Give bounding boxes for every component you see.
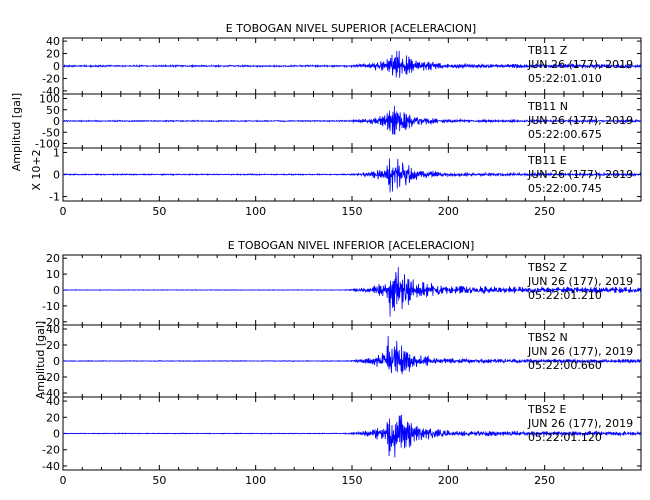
- panel-0-1-date-label: JUN 26 (177), 2019: [527, 114, 633, 127]
- panel-1-2-y-tick-label: -40: [42, 460, 60, 473]
- panel-1-0-y-tick-label: -10: [42, 300, 60, 313]
- panel-0-2-station-label: TB11 E: [527, 154, 567, 167]
- group-1-x-tick-label: 100: [245, 474, 266, 487]
- top-scale-label: X 10+2: [30, 149, 43, 190]
- panel-1-1-y-tick-label: 40: [46, 323, 60, 336]
- panel-1-2-time-label: 05:22:01.120: [528, 431, 602, 444]
- panel-0-0-waveform: [62, 50, 642, 78]
- panel-0-1-station-label: TB11 N: [527, 100, 568, 113]
- group-1-x-tick-label: 200: [438, 474, 459, 487]
- panel-0-1-time-label: 05:22:00.675: [528, 128, 602, 141]
- panel-0-1-y-tick-label: -100: [35, 138, 60, 151]
- panel-0-2-y-tick-label: 0: [53, 169, 60, 182]
- bottom-seismogram-group: E TOBOGAN NIVEL INFERIOR [ACELERACION] A…: [34, 239, 474, 399]
- panel-0-0-time-label: 05:22:01.010: [528, 72, 602, 85]
- panel-1-1-y-tick-label: 0: [53, 355, 60, 368]
- group-0-x-tick-label: 150: [342, 205, 363, 218]
- group-0-x-tick-label: 50: [152, 205, 166, 218]
- top-seismogram-group: E TOBOGAN NIVEL SUPERIOR [ACELERACION] A…: [10, 22, 476, 191]
- top-chart-title: E TOBOGAN NIVEL SUPERIOR [ACELERACION]: [226, 22, 476, 35]
- group-0-x-tick-label: 200: [438, 205, 459, 218]
- panel-1-2-y-tick-label: 20: [46, 411, 60, 424]
- panel-1-2-y-tick-label: -20: [42, 444, 60, 457]
- group-1-x-tick-label: 50: [152, 474, 166, 487]
- group-1-x-tick-label: 150: [342, 474, 363, 487]
- panel-1-0-y-tick-label: -20: [42, 316, 60, 329]
- panel-1-1-date-label: JUN 26 (177), 2019: [527, 345, 633, 358]
- panel-0-1-y-tick-label: 0: [53, 115, 60, 128]
- panel-1-0-y-tick-label: 10: [46, 268, 60, 281]
- panel-1-0-waveform: [62, 266, 642, 317]
- group-1-x-tick-label: 0: [60, 474, 67, 487]
- panel-0-1-y-tick-label: 50: [46, 104, 60, 117]
- panel-0-0-date-label: JUN 26 (177), 2019: [527, 58, 633, 71]
- panel-1-1-y-tick-label: -20: [42, 371, 60, 384]
- panel-0-0-y-tick-label: 0: [53, 60, 60, 73]
- panel-0-0-y-tick-label: -20: [42, 72, 60, 85]
- panel-0-2-waveform: [62, 158, 642, 193]
- bottom-y-axis-label: Amplitud [gal]: [34, 321, 47, 399]
- panel-1-0-y-tick-label: 20: [46, 252, 60, 265]
- panel-0-1-y-tick-label: 100: [39, 93, 60, 106]
- panel-0-2-y-tick-label: -1: [49, 191, 60, 204]
- bottom-chart-title: E TOBOGAN NIVEL INFERIOR [ACELERACION]: [228, 239, 475, 252]
- top-y-axis-label: Amplitud [gal]: [10, 93, 23, 171]
- panel-0-1-y-tick-label: -50: [42, 126, 60, 139]
- group-1-x-tick-label: 250: [534, 474, 555, 487]
- panel-0-0-y-tick-label: -40: [42, 85, 60, 98]
- panel-0-2-date-label: JUN 26 (177), 2019: [527, 168, 633, 181]
- panel-0-1-waveform: [62, 105, 642, 135]
- panel-1-2-station-label: TBS2 E: [527, 403, 567, 416]
- panel-1-1-station-label: TBS2 N: [527, 331, 568, 344]
- group-0-x-tick-label: 0: [60, 205, 67, 218]
- group-0-x-tick-label: 250: [534, 205, 555, 218]
- panel-0-2-time-label: 05:22:00.745: [528, 182, 602, 195]
- panel-1-0-time-label: 05:22:01.210: [528, 289, 602, 302]
- panel-0-0-y-tick-label: 40: [46, 35, 60, 48]
- panel-1-1-y-tick-label: 20: [46, 339, 60, 352]
- panel-1-0-y-tick-label: 0: [53, 284, 60, 297]
- panel-0-0-y-tick-label: 20: [46, 48, 60, 61]
- panel-1-1-y-tick-label: -40: [42, 387, 60, 400]
- panel-1-1-time-label: 05:22:00.660: [528, 359, 602, 372]
- panel-1-2-waveform: [62, 414, 642, 458]
- panel-1-2-date-label: JUN 26 (177), 2019: [527, 417, 633, 430]
- panel-1-1-waveform: [62, 335, 642, 375]
- panel-1-2-y-tick-label: 0: [53, 428, 60, 441]
- panel-1-0-station-label: TBS2 Z: [527, 261, 568, 274]
- panel-1-2-y-tick-label: 40: [46, 395, 60, 408]
- panel-0-2-y-tick-label: 1: [53, 146, 60, 159]
- panel-1-0-date-label: JUN 26 (177), 2019: [527, 275, 633, 288]
- group-0-x-tick-label: 100: [245, 205, 266, 218]
- panel-0-0-station-label: TB11 Z: [527, 44, 568, 57]
